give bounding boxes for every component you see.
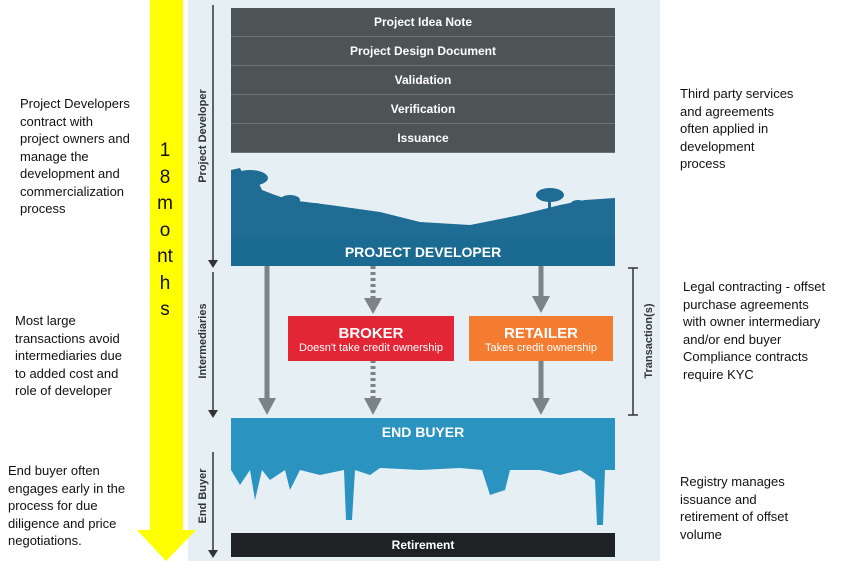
note-line: transactions avoid [15, 330, 122, 348]
note-line: often applied in [680, 120, 793, 138]
process-step: Issuance [231, 124, 615, 153]
note-line: role of developer [15, 382, 122, 400]
note-line: commercialization [20, 183, 130, 201]
phase-label: End Buyer [197, 426, 209, 561]
note-line: development and [20, 165, 130, 183]
note-line: and/or end buyer [683, 331, 825, 349]
note-line: Most large [15, 312, 122, 330]
note-line: purchase agreements [683, 296, 825, 314]
page: 18 months PROJECT DEVELOPER BROKERDoesn'… [0, 0, 862, 561]
note-line: retirement of offset [680, 508, 788, 526]
note-line: process for due [8, 497, 125, 515]
phase-label: Project Developer [197, 66, 209, 206]
note-line: development [680, 138, 793, 156]
broker-subtitle: Doesn't take credit ownership [288, 342, 454, 354]
process-step: Validation [231, 66, 615, 95]
note-line: Project Developers [20, 95, 130, 113]
retailer-subtitle: Takes credit ownership [469, 342, 613, 354]
transaction-label: Transaction(s) [643, 271, 655, 411]
note-line: intermediaries due [15, 347, 122, 365]
note-line: require KYC [683, 366, 825, 384]
process-step: Project Idea Note [231, 8, 615, 37]
retirement-band: Retirement [231, 533, 615, 557]
process-step: Project Design Document [231, 37, 615, 66]
note-line: End buyer often [8, 462, 125, 480]
project-developer-band: PROJECT DEVELOPER [231, 238, 615, 266]
note-line: Third party services [680, 85, 793, 103]
note-line: manage the [20, 148, 130, 166]
note-line: process [20, 200, 130, 218]
note-line: volume [680, 526, 788, 544]
phase-label: Intermediaries [197, 271, 209, 411]
note-line: Legal contracting - offset [683, 278, 825, 296]
note-line: engages early in the [8, 480, 125, 498]
note-line: with owner intermediary [683, 313, 825, 331]
note-line: negotiations. [8, 532, 125, 550]
note-line: process [680, 155, 793, 173]
process-step: Verification [231, 95, 615, 124]
note-line: contract with [20, 113, 130, 131]
end-buyer-band: END BUYER [231, 418, 615, 447]
note-line: Registry manages [680, 473, 788, 491]
broker-title: BROKER [288, 325, 454, 342]
retailer-title: RETAILER [469, 325, 613, 342]
note-line: diligence and price [8, 515, 125, 533]
note-line: to added cost and [15, 365, 122, 383]
note-line: issuance and [680, 491, 788, 509]
timeline-label: 18 months [157, 138, 173, 324]
note-line: project owners and [20, 130, 130, 148]
note-line: and agreements [680, 103, 793, 121]
note-line: Compliance contracts [683, 348, 825, 366]
